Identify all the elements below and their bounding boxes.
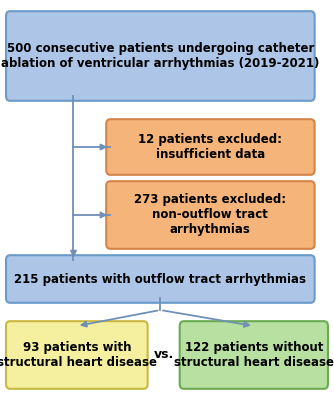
Text: 215 patients with outflow tract arrhythmias: 215 patients with outflow tract arrhythm…	[14, 272, 306, 286]
Text: vs.: vs.	[154, 348, 174, 362]
Text: 93 patients with
structural heart disease: 93 patients with structural heart diseas…	[0, 341, 157, 369]
FancyBboxPatch shape	[6, 255, 315, 303]
Text: 273 patients excluded:
non-outflow tract
arrhythmias: 273 patients excluded: non-outflow tract…	[134, 194, 287, 236]
FancyBboxPatch shape	[6, 11, 315, 101]
Text: 12 patients excluded:
insufficient data: 12 patients excluded: insufficient data	[138, 133, 283, 161]
FancyBboxPatch shape	[106, 119, 315, 175]
Text: 122 patients without
structural heart disease: 122 patients without structural heart di…	[174, 341, 334, 369]
Text: 500 consecutive patients undergoing catheter
ablation of ventricular arrhythmias: 500 consecutive patients undergoing cath…	[1, 42, 320, 70]
FancyBboxPatch shape	[180, 321, 328, 389]
FancyBboxPatch shape	[106, 181, 315, 249]
FancyBboxPatch shape	[6, 321, 148, 389]
